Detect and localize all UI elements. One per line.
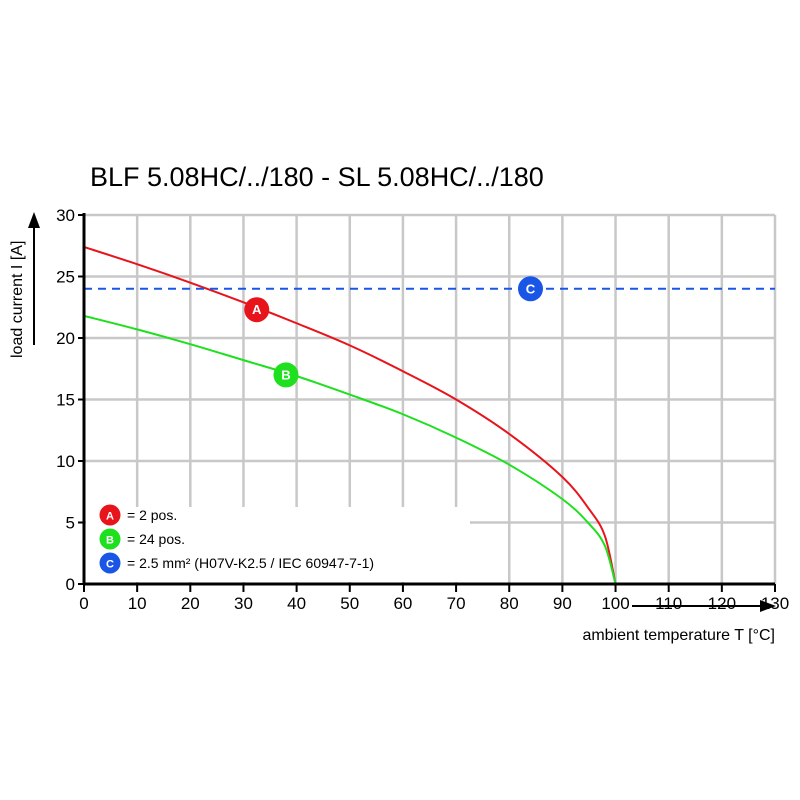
chart-title: BLF 5.08HC/../180 - SL 5.08HC/../180 xyxy=(90,162,544,192)
y-tick-label: 25 xyxy=(56,268,75,287)
x-tick-label: 40 xyxy=(287,594,306,613)
marker-c-circle xyxy=(517,276,543,302)
x-arrow-head xyxy=(760,600,776,612)
legend-marker-a-letter: A xyxy=(106,511,114,523)
x-tick-label: 90 xyxy=(553,594,572,613)
y-tick-label: 20 xyxy=(56,329,75,348)
legend-text-c: = 2.5 mm² (H07V-K2.5 / IEC 60947-7-1) xyxy=(127,555,374,571)
x-tick-label: 100 xyxy=(601,594,629,613)
marker-a-circle xyxy=(244,297,270,323)
legend-marker-b-circle xyxy=(99,528,121,550)
legend-background xyxy=(86,507,470,582)
x-tick-label: 110 xyxy=(655,594,682,613)
series-layer: ABC xyxy=(83,246,775,585)
x-tick-label: 60 xyxy=(393,594,412,613)
y-axis-label: load current I [A] xyxy=(9,241,26,358)
y-tick-label: 5 xyxy=(66,514,75,533)
x-tick-label: 30 xyxy=(234,594,253,613)
legend-marker-c-circle xyxy=(99,552,121,574)
legend-marker-b-letter: B xyxy=(106,535,114,547)
legend: A = 2 pos. B = 24 pos. C = 2.5 mm² (H07V-K2.5… xyxy=(99,504,374,574)
grid xyxy=(84,213,777,584)
legend-text-a: = 2 pos. xyxy=(127,507,177,523)
y-tick-label: 0 xyxy=(66,575,75,594)
x-tick-label: 20 xyxy=(181,594,200,613)
x-tick-label: 50 xyxy=(340,594,359,613)
y-arrow-head xyxy=(28,212,40,228)
x-tick-label: 70 xyxy=(447,594,466,613)
legend-marker-a-circle xyxy=(99,504,121,526)
x-tick-label: 120 xyxy=(708,594,736,613)
y-tick-label: 30 xyxy=(56,206,75,225)
marker-a-letter: A xyxy=(252,302,262,317)
x-tick-label: 0 xyxy=(79,594,88,613)
x-axis-label: ambient temperature T [°C] xyxy=(582,627,775,644)
marker-c-letter: C xyxy=(526,281,536,296)
y-tick-label: 15 xyxy=(56,391,75,410)
marker-b-circle xyxy=(273,362,299,388)
legend-marker-c-letter: C xyxy=(106,559,114,571)
series-line-b xyxy=(83,314,617,585)
x-tick-label: 10 xyxy=(128,594,147,613)
marker-b-letter: B xyxy=(281,367,290,382)
axes: 0 10 20 30 40 50 60 70 80 90 100 110 120 130051015202… xyxy=(28,206,789,613)
legend-text-b: = 24 pos. xyxy=(127,531,185,547)
series-line-a xyxy=(83,246,617,585)
y-tick-label: 10 xyxy=(56,452,75,471)
x-tick-label: 80 xyxy=(500,594,519,613)
